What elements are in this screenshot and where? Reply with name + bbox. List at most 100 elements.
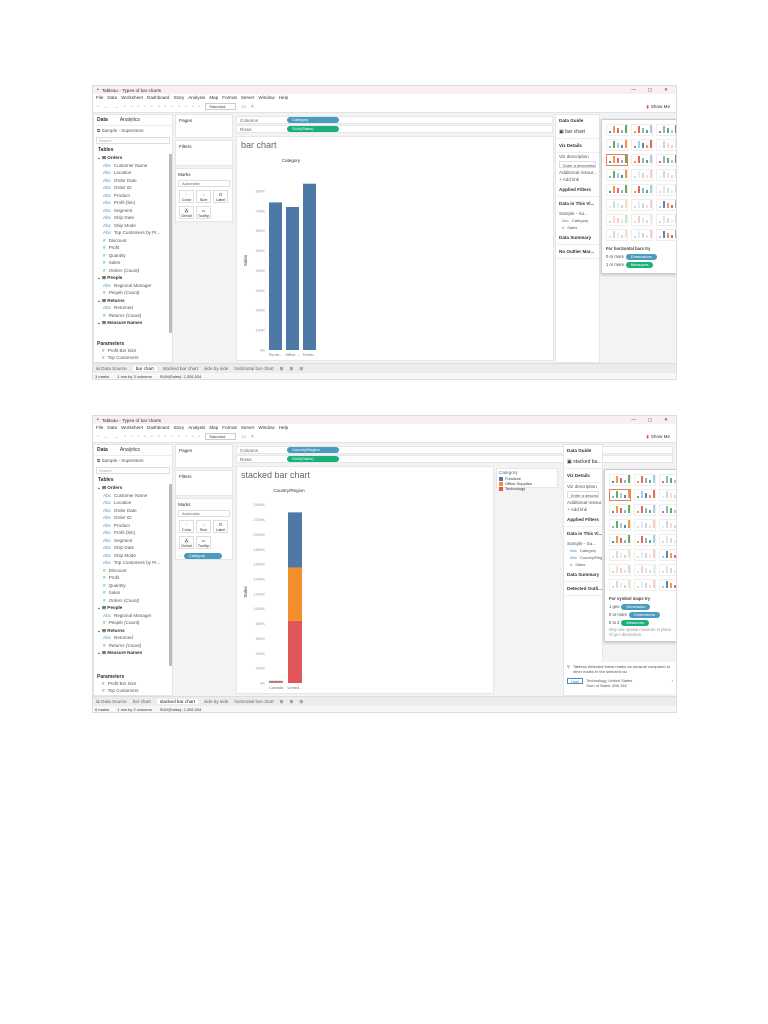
undo-icon[interactable]: ← (103, 433, 109, 440)
chart-type-1-icon[interactable] (609, 474, 631, 486)
duplicate-icon[interactable]: ▫ (150, 103, 153, 110)
chart-type-3-icon[interactable] (656, 124, 676, 136)
field-item[interactable]: Abc Ship Date (94, 544, 169, 552)
menu-map[interactable]: Map (209, 95, 219, 100)
marks-color-button[interactable]: ⁘ Color (179, 190, 194, 203)
new-sheet-icon[interactable]: ▫ (144, 433, 146, 440)
menu-file[interactable]: File (96, 425, 104, 430)
field-item[interactable]: Abc Customer Name (94, 162, 169, 170)
field-item[interactable]: # Quantity (94, 582, 169, 590)
chart-type-21-icon[interactable] (656, 214, 676, 226)
chart-type-10-icon[interactable] (606, 169, 628, 181)
menu-window[interactable]: Window (258, 425, 275, 430)
label-icon[interactable]: ▫ (191, 103, 194, 110)
group-icon[interactable]: ▫ (184, 103, 187, 110)
field-item[interactable]: Abc Ship Mode (94, 552, 169, 560)
parameter-item[interactable]: # Top Customers (97, 687, 169, 694)
menu-help[interactable]: Help (278, 425, 289, 430)
chart-type-16-icon[interactable] (606, 199, 628, 211)
field-item[interactable]: Abc Regional Manager (94, 612, 169, 620)
field-item[interactable]: # People (Count) (94, 289, 169, 297)
chart-type-15-icon[interactable] (656, 184, 676, 196)
sheet-tab[interactable]: side by side (204, 366, 229, 371)
chart-type-9-icon[interactable] (659, 504, 676, 516)
chart-type-19-icon[interactable] (609, 564, 631, 576)
minimize-button[interactable]: — (631, 87, 636, 92)
menu-story[interactable]: Story (173, 95, 185, 100)
sheet-tab[interactable]: horizontal bar chart (234, 366, 274, 371)
parameter-item[interactable]: # Profit Bin Size (97, 680, 169, 687)
replay-icon[interactable]: ▫ (123, 103, 126, 110)
parameter-item[interactable]: # Top Customers (97, 354, 169, 361)
chart-type-5-icon[interactable] (634, 489, 656, 501)
field-item[interactable]: Abc Segment (94, 537, 169, 545)
chart-type-6-icon[interactable] (656, 139, 676, 151)
sort-desc-icon[interactable]: ▫ (171, 103, 174, 110)
menu-format[interactable]: Format (222, 95, 237, 100)
field-item[interactable]: Abc Product (94, 522, 169, 530)
sort-desc-icon[interactable]: ▫ (171, 433, 174, 440)
chart-type-23-icon[interactable] (634, 579, 656, 591)
field-item[interactable]: Abc Product (94, 192, 169, 200)
rows-shelf[interactable]: Rows SUM(Sales) (236, 125, 553, 133)
replay-icon[interactable]: ▫ (123, 433, 126, 440)
field-item[interactable]: # Orders (Count) (94, 267, 169, 275)
sheet-tab[interactable]: stacked bar chart (156, 699, 199, 704)
chart-type-24-icon[interactable] (659, 579, 676, 591)
legend-item[interactable]: Technology (499, 486, 555, 491)
marks-color-button[interactable]: ⁘ Color (179, 520, 194, 533)
swap-icon[interactable]: ▫ (157, 103, 160, 110)
redo-icon[interactable]: → (113, 103, 119, 110)
show-me-button[interactable]: ▮ Show Me (646, 434, 670, 440)
save-icon[interactable]: ▫ (130, 103, 133, 110)
menu-window[interactable]: Window (258, 95, 275, 100)
tableau-home-icon[interactable]: ▫ (97, 103, 99, 110)
data-in-viz-heading[interactable]: Data in This Vi... (567, 531, 602, 536)
field-item[interactable]: Abc Order Date (94, 507, 169, 515)
rows-shelf[interactable]: Rows SUM(Sales) (236, 455, 673, 463)
undo-icon[interactable]: ← (103, 103, 109, 110)
fit-dropdown[interactable]: Standard (205, 103, 237, 110)
group-icon[interactable]: ▫ (184, 433, 187, 440)
sheet-tab[interactable]: bar chart (132, 699, 151, 704)
field-item[interactable]: Abc Location (94, 499, 169, 507)
close-button[interactable]: ✕ (664, 417, 668, 422)
chart-type-19-icon[interactable] (606, 214, 628, 226)
field-item[interactable]: # Quantity (94, 252, 169, 260)
field-item[interactable]: Abc Order ID (94, 514, 169, 522)
field-item[interactable]: Abc Ship Date (94, 214, 169, 222)
chart-type-21-icon[interactable] (659, 564, 676, 576)
data-summary-heading[interactable]: Data Summary (556, 231, 599, 245)
menu-worksheet[interactable]: Worksheet (121, 425, 143, 430)
chart-type-4-icon[interactable] (609, 489, 631, 501)
table-measure-names[interactable]: ⌄ ⊞ Measure Names (94, 649, 169, 657)
new-datasource-icon[interactable]: ▫ (137, 433, 140, 440)
maximize-button[interactable]: ▢ (647, 87, 653, 92)
chart-type-7-icon[interactable] (609, 504, 631, 516)
menu-data[interactable]: Data (107, 95, 118, 100)
field-item[interactable]: Abc Order Date (94, 177, 169, 185)
table-measure-names[interactable]: ⌄ ⊞ Measure Names (94, 319, 169, 327)
new-story-icon[interactable]: ⊞ (299, 698, 304, 704)
marks-label-button[interactable]: ⊡ Label (213, 520, 228, 533)
rows-pill[interactable]: SUM(Sales) (287, 456, 339, 462)
add-link-button[interactable]: + Add link (567, 507, 588, 512)
chart-type-20-icon[interactable] (634, 564, 656, 576)
redo-icon[interactable]: → (113, 433, 119, 440)
table-orders[interactable]: ⌄ ⊞ Orders (94, 154, 169, 162)
sort-asc-icon[interactable]: ▫ (164, 433, 167, 440)
menu-dashboard[interactable]: Dashboard (147, 425, 170, 430)
share-icon[interactable]: < (251, 103, 255, 110)
new-sheet-icon[interactable]: ▫ (144, 103, 146, 110)
share-icon[interactable]: < (251, 433, 255, 440)
viz-details-heading[interactable]: Viz Details (564, 469, 602, 483)
field-item[interactable]: Abc Profit (bin) (94, 529, 169, 537)
tab-analytics[interactable]: Analytics (119, 117, 140, 123)
sort-asc-icon[interactable]: ▫ (164, 103, 167, 110)
chart-type-17-icon[interactable] (631, 199, 653, 211)
field-item[interactable]: # Discount (94, 237, 169, 245)
chart-type-22-icon[interactable] (609, 579, 631, 591)
tab-data-source[interactable]: ⛁ Data Source (96, 366, 127, 372)
chart-type-4-icon[interactable] (606, 139, 628, 151)
chart-type-7-icon[interactable] (606, 154, 628, 166)
